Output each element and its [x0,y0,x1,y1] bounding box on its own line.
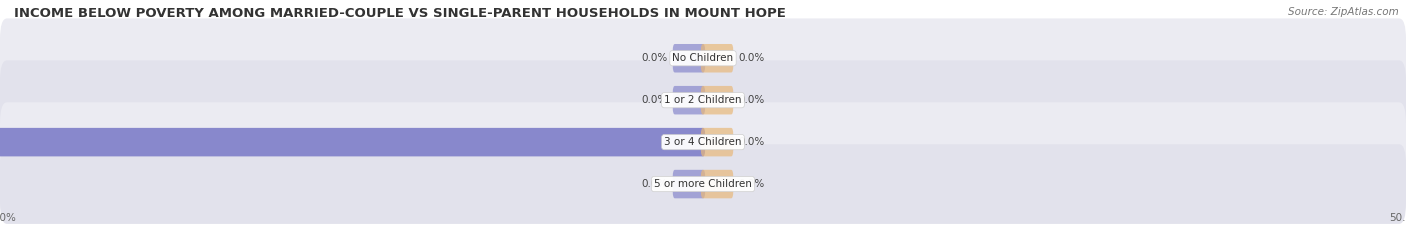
FancyBboxPatch shape [0,18,1406,98]
Text: 0.0%: 0.0% [738,137,765,147]
Text: 3 or 4 Children: 3 or 4 Children [664,137,742,147]
Text: 0.0%: 0.0% [738,179,765,189]
FancyBboxPatch shape [0,144,1406,224]
Text: Source: ZipAtlas.com: Source: ZipAtlas.com [1288,7,1399,17]
FancyBboxPatch shape [672,170,706,198]
FancyBboxPatch shape [672,44,706,72]
Text: 0.0%: 0.0% [738,95,765,105]
Text: 0.0%: 0.0% [641,95,668,105]
FancyBboxPatch shape [0,102,1406,182]
FancyBboxPatch shape [700,170,734,198]
Text: No Children: No Children [672,53,734,63]
FancyBboxPatch shape [700,128,734,156]
Text: 0.0%: 0.0% [641,53,668,63]
Text: 0.0%: 0.0% [641,179,668,189]
FancyBboxPatch shape [700,86,734,114]
Text: 0.0%: 0.0% [738,53,765,63]
FancyBboxPatch shape [0,128,704,156]
FancyBboxPatch shape [0,60,1406,140]
Text: INCOME BELOW POVERTY AMONG MARRIED-COUPLE VS SINGLE-PARENT HOUSEHOLDS IN MOUNT H: INCOME BELOW POVERTY AMONG MARRIED-COUPL… [14,7,786,20]
Text: 5 or more Children: 5 or more Children [654,179,752,189]
FancyBboxPatch shape [672,86,706,114]
FancyBboxPatch shape [700,44,734,72]
Text: 1 or 2 Children: 1 or 2 Children [664,95,742,105]
